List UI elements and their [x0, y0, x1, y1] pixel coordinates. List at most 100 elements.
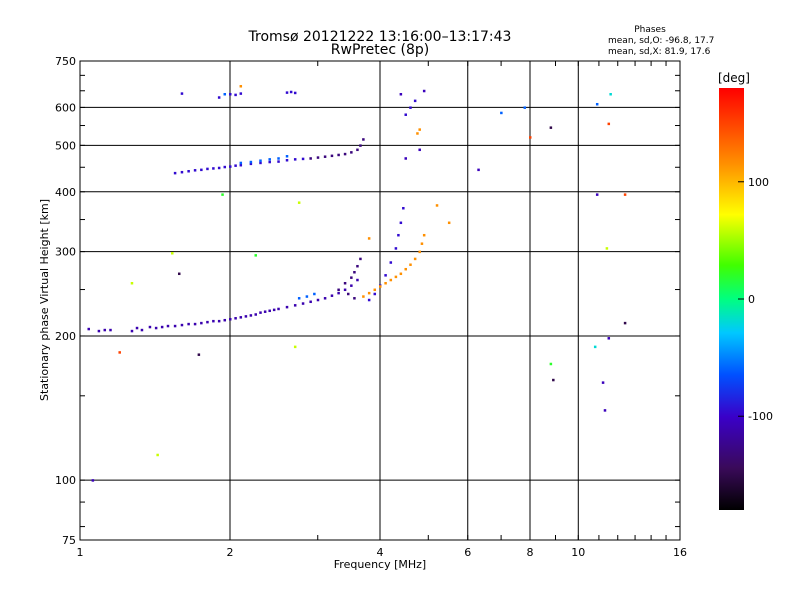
- y-tick-label: 200: [55, 330, 76, 343]
- y-tick-label: 750: [55, 55, 76, 68]
- data-point: [97, 329, 101, 333]
- data-point: [343, 288, 347, 292]
- data-point: [394, 247, 398, 250]
- data-point: [420, 242, 424, 245]
- data-point: [367, 298, 371, 302]
- data-point: [160, 325, 164, 329]
- data-point: [330, 154, 334, 158]
- y-tick-label: 100: [55, 474, 76, 487]
- data-point: [180, 92, 184, 95]
- data-point: [323, 297, 327, 300]
- data-point: [285, 158, 289, 162]
- data-point: [603, 409, 607, 412]
- y-tick-label: 500: [55, 139, 76, 152]
- data-point: [135, 326, 139, 330]
- x-tick-labels: 1 2 4 6 8 10 16: [77, 546, 688, 559]
- data-point: [254, 313, 257, 316]
- data-point: [549, 126, 553, 129]
- data-point: [359, 144, 362, 147]
- data-point: [171, 252, 174, 255]
- data-point: [316, 156, 320, 159]
- data-point: [435, 204, 439, 207]
- data-points: [87, 85, 627, 482]
- data-point: [277, 160, 280, 163]
- data-point: [173, 324, 177, 328]
- data-point: [316, 298, 320, 302]
- data-point: [187, 322, 190, 326]
- y-tick-label: 75: [62, 534, 76, 547]
- data-point: [200, 168, 203, 172]
- data-point: [239, 316, 243, 319]
- data-point: [91, 479, 95, 482]
- data-point: [148, 325, 152, 329]
- data-point: [289, 90, 293, 94]
- x-tick-label: 2: [227, 546, 234, 559]
- phases-o-stats: mean, sd,O: -96.8, 17.7: [608, 36, 714, 46]
- data-point: [367, 237, 371, 240]
- data-point: [217, 96, 221, 99]
- data-point: [109, 328, 112, 332]
- data-point: [301, 302, 305, 305]
- data-point: [285, 155, 289, 158]
- data-point: [356, 148, 359, 152]
- data-point: [197, 353, 201, 356]
- data-point: [607, 337, 611, 340]
- data-point: [477, 168, 480, 172]
- data-point: [353, 297, 356, 300]
- data-point: [200, 321, 203, 325]
- data-point: [404, 113, 407, 116]
- data-point: [249, 160, 253, 164]
- data-point: [418, 250, 421, 254]
- y-tick-labels: 75 100 200 300 400 500 600 750: [55, 55, 76, 547]
- data-point: [268, 158, 271, 161]
- data-point: [87, 327, 90, 331]
- data-point: [367, 291, 371, 295]
- data-point: [193, 169, 197, 172]
- data-point: [595, 102, 599, 106]
- data-point: [254, 254, 257, 257]
- data-point: [297, 201, 301, 204]
- data-point: [217, 319, 221, 323]
- x-tick-label: 1: [77, 546, 84, 559]
- axis-ticks: [79, 60, 681, 541]
- data-point: [293, 345, 297, 349]
- data-point: [239, 85, 243, 88]
- data-point: [379, 285, 382, 288]
- data-point: [154, 326, 158, 330]
- data-point: [309, 300, 312, 304]
- data-point: [394, 275, 398, 279]
- data-point: [206, 320, 209, 324]
- data-point: [239, 92, 243, 95]
- chart-title: Tromsø 20121222 13:16:00–13:17:43: [248, 29, 512, 45]
- x-axis-label: Frequency [MHz]: [334, 558, 426, 571]
- data-point: [353, 270, 356, 274]
- data-point: [140, 328, 144, 332]
- data-point: [173, 171, 177, 175]
- data-point: [293, 91, 297, 95]
- data-point: [239, 163, 243, 167]
- data-point: [416, 132, 419, 135]
- data-point: [187, 169, 190, 173]
- y-tick-label: 400: [55, 186, 76, 199]
- data-point: [293, 158, 297, 161]
- colorbar-label: [deg]: [718, 71, 750, 85]
- data-point: [350, 151, 353, 154]
- data-point: [293, 304, 297, 307]
- data-point: [130, 281, 134, 285]
- data-point: [309, 157, 312, 160]
- data-point: [359, 257, 362, 261]
- data-point: [259, 159, 262, 162]
- x-tick-label: 8: [527, 546, 534, 559]
- data-point: [285, 91, 289, 94]
- data-point: [268, 309, 271, 313]
- x-tick-label: 4: [377, 546, 384, 559]
- data-point: [180, 170, 184, 174]
- data-point: [223, 165, 227, 169]
- data-point: [193, 322, 197, 326]
- data-point: [229, 317, 232, 321]
- data-point: [399, 272, 403, 276]
- data-point: [103, 328, 107, 332]
- data-point: [623, 321, 627, 325]
- data-point: [156, 453, 159, 457]
